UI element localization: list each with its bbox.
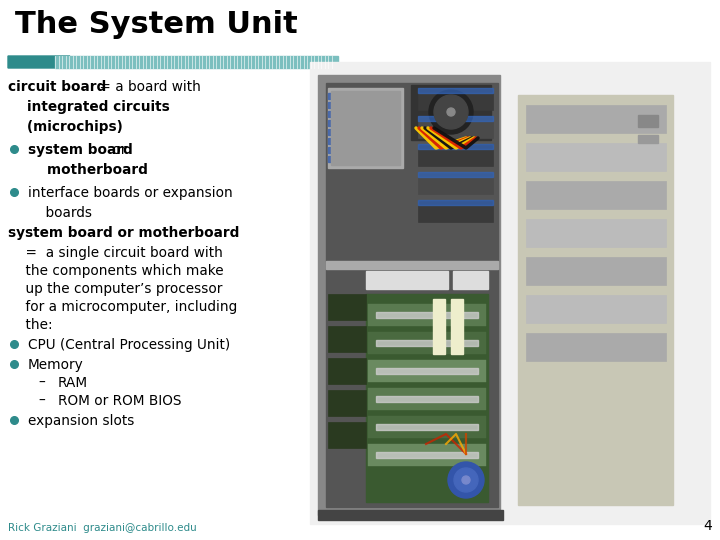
Bar [331,91,400,165]
Bar [376,340,478,346]
Bar [368,332,486,354]
Bar [518,95,673,505]
Bar [328,93,363,99]
Bar [418,200,493,222]
Bar [453,271,488,289]
Text: circuit board: circuit board [8,80,107,94]
Bar [368,304,486,326]
Bar [326,83,498,507]
Text: = a board with: = a board with [94,80,200,94]
Bar [328,111,363,117]
Text: –: – [38,376,45,390]
Circle shape [447,108,455,116]
Text: The System Unit: The System Unit [15,10,298,39]
Bar [418,200,493,205]
Bar [318,510,503,520]
Bar [368,444,486,466]
Text: the:: the: [8,318,53,332]
Bar [328,156,363,162]
Bar [418,172,493,177]
Bar [418,116,493,121]
Bar [328,138,363,144]
Circle shape [434,95,468,129]
Bar [368,416,486,438]
Circle shape [448,462,484,498]
Polygon shape [8,56,70,68]
Bar [55,56,338,68]
Bar [526,181,666,209]
Text: CPU (Central Processing Unit): CPU (Central Processing Unit) [28,338,230,352]
Text: expansion slots: expansion slots [28,414,135,428]
Bar [418,144,493,149]
Text: interface boards or expansion: interface boards or expansion [28,186,233,200]
Bar [366,271,448,289]
Bar [526,105,666,133]
Bar [326,261,498,269]
Text: 4: 4 [703,519,712,533]
Bar [418,88,493,110]
Text: –: – [38,394,45,408]
Text: Memory: Memory [28,358,84,372]
Text: system board or motherboard: system board or motherboard [8,226,239,240]
Bar [418,116,493,138]
Text: Rick Graziani  graziani@cabrillo.edu: Rick Graziani graziani@cabrillo.edu [8,523,197,533]
Text: system board: system board [28,143,132,157]
Bar [328,147,363,153]
Bar [376,452,478,458]
Circle shape [429,90,473,134]
Bar [366,294,488,502]
Bar [418,88,493,93]
Text: up the computer’s processor: up the computer’s processor [8,282,222,296]
Bar [328,102,363,108]
Text: motherboard: motherboard [28,163,148,177]
Bar [451,299,463,354]
Bar [418,144,493,166]
Bar [638,135,658,143]
Bar [328,422,366,448]
Bar [526,333,666,361]
Bar [526,295,666,323]
Text: the components which make: the components which make [8,264,224,278]
Text: boards: boards [28,206,92,220]
Circle shape [454,468,478,492]
Bar [328,120,363,126]
Text: integrated circuits: integrated circuits [8,100,170,114]
Bar [328,326,366,352]
Bar [376,396,478,402]
Text: =  a single circuit board with: = a single circuit board with [8,246,223,260]
Circle shape [462,476,470,484]
Bar [328,129,363,135]
Bar [526,219,666,247]
Bar [418,172,493,194]
Bar [328,294,366,320]
Bar [638,115,658,127]
Bar [368,388,486,410]
Bar [368,360,486,382]
Text: (microchips): (microchips) [8,120,122,134]
Text: RAM: RAM [58,376,88,390]
Bar [526,143,666,171]
Text: ROM or ROM BIOS: ROM or ROM BIOS [58,394,181,408]
Text: or: or [108,143,126,157]
Text: for a microcomputer, including: for a microcomputer, including [8,300,238,314]
Bar [411,85,491,140]
Bar [318,75,500,515]
Bar [433,299,445,354]
Bar [328,390,366,416]
Bar [328,88,403,168]
Bar [328,358,366,384]
Bar [376,424,478,430]
Bar [526,257,666,285]
Bar [376,312,478,318]
Bar [376,368,478,374]
Bar [310,62,710,524]
